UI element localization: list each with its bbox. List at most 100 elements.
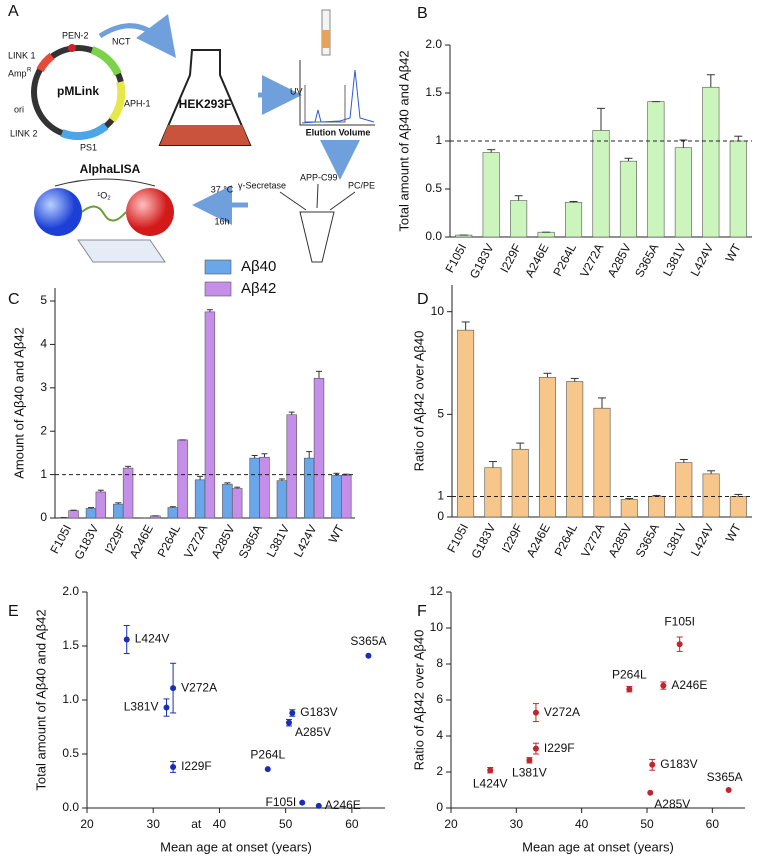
- point: [163, 704, 170, 711]
- x-tick-label: WT: [326, 522, 347, 546]
- panel-letter: D: [417, 291, 429, 308]
- bar: [194, 479, 206, 519]
- x-tick-label: F105I: [444, 521, 471, 555]
- bar: [259, 456, 270, 519]
- point: [264, 766, 271, 773]
- point: [170, 685, 177, 692]
- bar: [85, 508, 97, 519]
- y-tick-label: 0.0: [425, 229, 442, 243]
- y-tick-label: 1: [437, 489, 444, 503]
- bar: [286, 414, 297, 519]
- panel-letter: C: [8, 291, 20, 308]
- x-tick-label: L424V: [291, 522, 320, 559]
- label: PS1: [80, 142, 97, 152]
- x-tick-label: 40: [575, 817, 589, 831]
- bar: [276, 480, 288, 519]
- bracket: [54, 178, 156, 187]
- point-label: V272A: [181, 680, 217, 694]
- label: pMLink: [57, 84, 99, 98]
- bar: [222, 483, 233, 519]
- y-tick-label: 4: [436, 728, 443, 742]
- y-tick-label: 5: [40, 293, 47, 307]
- beaker: [304, 85, 346, 123]
- x-tick-label: L424V: [688, 241, 717, 278]
- x-tick-label: G183V: [468, 521, 498, 561]
- x-tick-label: L381V: [661, 521, 690, 558]
- x-tick-label: L381V: [660, 241, 689, 278]
- y-tick-label: 0: [437, 509, 444, 523]
- y-axis-title: Ratio of Aβ42 over Aβ40: [411, 630, 426, 771]
- bar: [313, 377, 325, 519]
- linker: [81, 205, 127, 222]
- point: [660, 682, 667, 689]
- ps1-arc: [60, 122, 109, 141]
- label: γ-Secretase: [238, 180, 286, 190]
- point-label: V272A: [544, 705, 580, 719]
- x-tick-label: V272A: [577, 241, 606, 279]
- bar: [482, 152, 500, 238]
- label: PC/PE: [348, 180, 375, 190]
- label: R: [27, 68, 32, 74]
- bar: [303, 457, 315, 519]
- arrow: [98, 14, 177, 58]
- bar: [593, 407, 611, 518]
- x-tick-label: S365A: [632, 241, 661, 279]
- point: [532, 745, 539, 752]
- x-axis-title: Mean age at onset (years): [522, 839, 674, 854]
- bar: [68, 510, 79, 519]
- point: [315, 802, 322, 809]
- point: [289, 709, 296, 716]
- point-label: F105I: [266, 795, 297, 809]
- point: [526, 757, 533, 764]
- bar: [249, 457, 260, 519]
- x-tick-label: P264L: [155, 522, 184, 559]
- label: Elution Volume: [306, 127, 371, 137]
- x-tick-label: A285V: [208, 522, 237, 560]
- x-tick-label: 30: [510, 817, 524, 831]
- amp-arc: [36, 52, 55, 73]
- legend-swatch: [204, 281, 232, 297]
- y-tick-label: 2.0: [62, 584, 79, 598]
- panel-letter: F: [417, 603, 427, 620]
- point-label: L381V: [512, 765, 547, 779]
- donor-bead: [34, 188, 82, 236]
- bar: [647, 101, 665, 238]
- x-tick-label: V272A: [181, 522, 210, 560]
- label: PEN-2: [62, 30, 89, 40]
- x-tick-label: F105I: [47, 522, 74, 556]
- x-tick-label: S365A: [633, 521, 662, 559]
- y-tick-label: 5: [437, 407, 444, 421]
- x-tick-label: F105I: [442, 241, 469, 275]
- x-tick-label: S365A: [236, 522, 265, 560]
- x-axis-title: Mean age at onset (years): [160, 839, 312, 854]
- x-tick-label: V272A: [578, 521, 607, 559]
- x-tick-label: WT: [723, 241, 744, 265]
- x-tick-label: I229F: [102, 522, 129, 556]
- point-label: I229F: [544, 741, 575, 755]
- y-tick-label: 3: [40, 380, 47, 394]
- point-label: I229F: [181, 759, 212, 773]
- y-axis-title: Ratio of Aβ42 over Aβ40: [411, 331, 426, 472]
- point: [170, 763, 177, 770]
- point-label: F105I: [664, 614, 695, 628]
- label: APH-1: [124, 98, 151, 108]
- bar: [167, 507, 179, 519]
- pointer: [316, 183, 319, 209]
- panel-a: A PEN-2 NCT LINK 1 Amp R pMLink ori LINK…: [8, 3, 375, 263]
- label: 16h: [214, 216, 229, 226]
- bar: [113, 503, 124, 519]
- x-tick-label: A246E: [522, 241, 551, 279]
- point: [676, 641, 683, 648]
- label: LINK 2: [10, 128, 38, 138]
- y-tick-label: 0.0: [62, 800, 79, 814]
- y-tick-label: 8: [436, 656, 443, 670]
- label: NCT: [112, 36, 131, 46]
- y-tick-label: 0.5: [425, 181, 442, 195]
- point: [725, 787, 732, 793]
- y-tick-label: 0: [40, 510, 47, 524]
- y-tick-label: 6: [436, 692, 443, 706]
- y-tick-label: 4: [40, 337, 47, 351]
- x-tick-label: L424V: [688, 521, 717, 558]
